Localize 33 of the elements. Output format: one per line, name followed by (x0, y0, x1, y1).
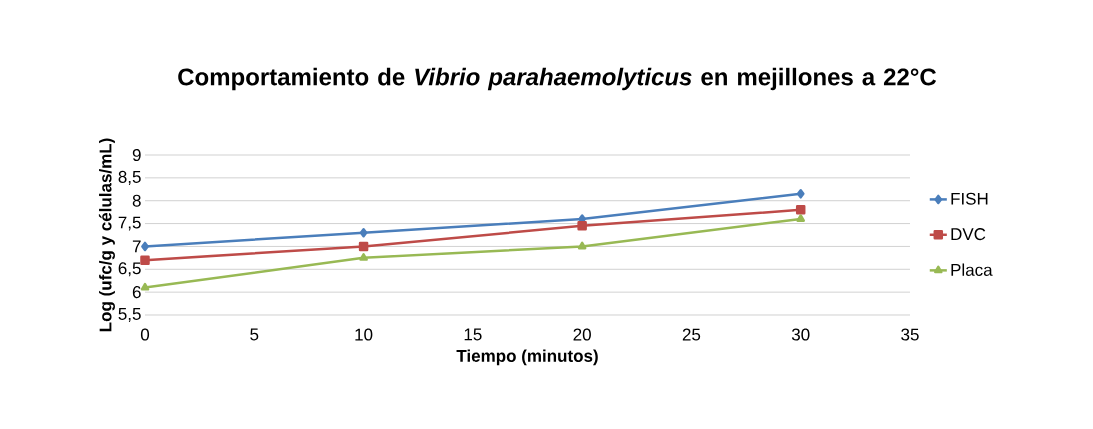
x-axis-title: Tiempo (minutos) (456, 349, 598, 366)
legend-label: Placa (951, 263, 993, 276)
point (359, 227, 368, 238)
point (796, 189, 805, 199)
point (577, 241, 587, 250)
x-tick-label: 30 (791, 328, 810, 341)
x-tick-label: 10 (355, 328, 373, 341)
point (358, 241, 369, 252)
point (577, 221, 587, 231)
point (796, 214, 805, 222)
point (140, 282, 150, 291)
x-tick-label: 25 (682, 328, 701, 341)
y-axis-title: Log (ufc/g y células/mL) (98, 138, 115, 332)
y-tick-label: 5,5 (118, 308, 141, 322)
x-tick-label: 20 (573, 328, 591, 341)
x-tick-label: 15 (464, 328, 482, 341)
y-tick-label: 7,5 (118, 216, 141, 231)
x-tick-label: 35 (901, 328, 919, 341)
y-tick-label: 7 (132, 240, 141, 253)
point (141, 241, 149, 252)
y-tick-label: 8 (132, 194, 141, 207)
y-tick-label: 8,5 (118, 170, 141, 185)
chart-title: Comportamiento de Vibrio parahaemolyticus en mejillones a 22°C (178, 67, 937, 91)
point (795, 205, 806, 215)
y-tick-label: 6,5 (118, 262, 141, 277)
legend-label: FISH (951, 192, 988, 205)
point (140, 255, 150, 265)
y-tick-label: 6 (132, 286, 141, 299)
point (359, 253, 368, 261)
legend-label: DVC (951, 228, 986, 241)
y-tick-label: 9 (132, 148, 141, 162)
x-tick-label: 5 (250, 328, 259, 341)
x-tick-label: 0 (140, 328, 150, 341)
